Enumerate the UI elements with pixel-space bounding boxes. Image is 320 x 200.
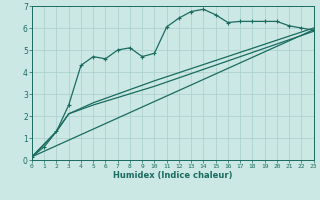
X-axis label: Humidex (Indice chaleur): Humidex (Indice chaleur)	[113, 171, 233, 180]
